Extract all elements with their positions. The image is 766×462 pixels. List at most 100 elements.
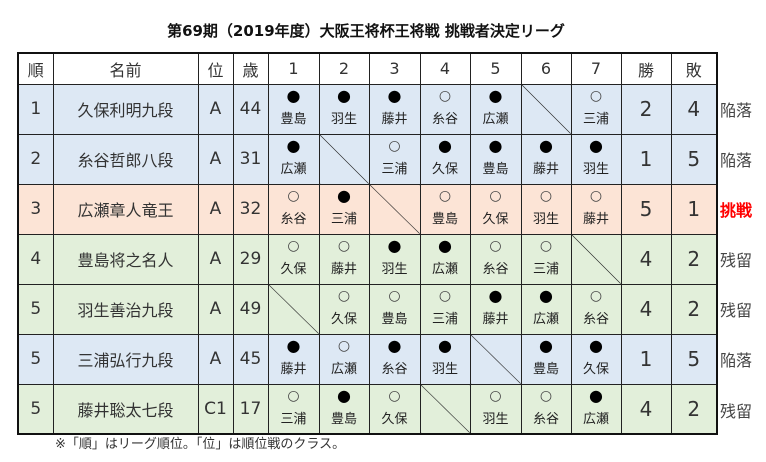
win-mark: ○ — [388, 138, 401, 154]
class-cell: A — [197, 133, 234, 185]
opponent-name: 糸谷 — [381, 362, 408, 377]
age-cell: 45 — [232, 333, 269, 385]
opponent-name: 羽生 — [482, 411, 509, 427]
opponent-name: 糸谷 — [582, 312, 609, 327]
loss-mark: ● — [589, 385, 603, 405]
result-label: 残留 — [720, 251, 753, 270]
win-mark: ○ — [287, 387, 300, 404]
rank-cell: 1 — [17, 83, 54, 135]
losses-cell: 2 — [670, 283, 718, 335]
opponent-name: 羽生 — [330, 112, 357, 127]
game-cell: ○ 豊島 — [368, 283, 421, 335]
win-mark: ○ — [337, 338, 351, 354]
opponent-name: 羽生 — [381, 262, 408, 277]
result-label: 挑戦 — [720, 201, 753, 220]
age-cell: 29 — [232, 233, 269, 285]
table-row: 5 羽生善治九段 A 49 ○ 久保 ○ 豊島 ○ 三浦 ● 藤井 ● 広瀬 ○ 糸谷 4 2 — [17, 283, 718, 335]
loss-mark: ● — [539, 136, 553, 155]
age-cell: 17 — [232, 383, 269, 435]
game-cell: ○ 久保 — [267, 233, 320, 285]
column-header: 1 — [267, 52, 320, 85]
table-row: 4 豊島将之名人 A 29 ○ 久保 ○ 藤井 ● 羽生 ● 広瀬 ○ 糸谷 ○ 三浦 4 2 — [17, 233, 718, 285]
opponent-name: 糸谷 — [431, 112, 458, 127]
losses-cell: 5 — [670, 133, 718, 185]
self-match-cell — [520, 83, 572, 135]
loss-mark: ● — [589, 336, 603, 355]
opponent-name: 羽生 — [532, 212, 559, 227]
opponent-name: 久保 — [280, 262, 307, 277]
game-cell: ○ 三浦 — [267, 383, 320, 435]
page-title: 第69期（2019年度）大阪王将杯王将戦 挑戦者決定リーグ — [167, 22, 565, 40]
result-label: 残留 — [720, 301, 753, 320]
loss-mark: ● — [337, 385, 351, 405]
losses-cell: 2 — [670, 383, 718, 435]
table-row: 3 広瀬章人竜王 A 32 ○ 糸谷 ● 三浦 ○ 豊島 ○ 久保 ○ 羽生 ○ 藤井 5 1 — [17, 183, 718, 235]
game-cell: ○ 藤井 — [570, 183, 622, 235]
table-row: 2 糸谷哲郎八段 A 31 ● 広瀬 ○ 三浦 ● 久保 ● 豊島 ● 藤井 ● 羽生 1 5 — [17, 133, 718, 185]
loss-mark: ● — [488, 136, 503, 155]
game-cell: ● 藤井 — [469, 283, 522, 335]
game-cell: ● 羽生 — [368, 233, 421, 285]
age-cell: 31 — [232, 133, 269, 185]
column-header: 勝 — [620, 52, 672, 85]
loss-mark: ● — [286, 86, 301, 105]
loss-mark: ● — [539, 336, 553, 355]
result-label: 陥落 — [720, 351, 753, 370]
game-cell: ● 久保 — [419, 133, 471, 185]
game-cell: ● 広瀬 — [520, 283, 572, 335]
column-header: 7 — [570, 52, 622, 85]
win-mark: ○ — [337, 288, 351, 304]
footnote: ※「順」はリーグ順位。「位」は順位戦のクラス。 — [55, 437, 346, 452]
game-cell: ● 藤井 — [368, 83, 421, 135]
class-cell: A — [197, 83, 234, 135]
loss-mark: ● — [387, 336, 402, 355]
column-header: 4 — [419, 52, 471, 85]
opponent-name: 藤井 — [330, 262, 357, 277]
loss-mark: ● — [387, 86, 402, 105]
class-cell: A — [197, 183, 234, 235]
rank-cell: 2 — [17, 133, 54, 185]
age-cell: 49 — [232, 283, 269, 335]
game-cell: ○ 羽生 — [520, 183, 572, 235]
loss-mark: ● — [286, 336, 301, 355]
win-mark: ○ — [438, 188, 452, 204]
game-cell: ● 豊島 — [469, 133, 522, 185]
win-mark: ○ — [287, 238, 300, 254]
opponent-name: 羽生 — [431, 362, 458, 377]
column-header: 敗 — [670, 52, 718, 85]
loss-mark: ● — [387, 236, 402, 255]
opponent-name: 広瀬 — [280, 162, 307, 177]
win-mark: ○ — [589, 188, 603, 204]
table-row: 5 三浦弘行九段 A 45 ● 藤井 ○ 広瀬 ● 糸谷 ● 羽生 ● 豊島 ● 久保 1 5 — [17, 333, 718, 385]
age-cell: 32 — [232, 183, 269, 235]
losses-cell: 2 — [670, 233, 718, 285]
opponent-name: 久保 — [482, 212, 509, 227]
game-cell: ○ 久保 — [469, 183, 522, 235]
opponent-name: 三浦 — [582, 112, 609, 127]
game-cell: ○ 糸谷 — [520, 383, 572, 435]
opponent-name: 三浦 — [431, 312, 458, 327]
game-cell: ● 豊島 — [267, 83, 320, 135]
opponent-name: 三浦 — [532, 262, 559, 277]
table-row: 1 久保利明九段 A 44 ● 豊島 ● 羽生 ● 藤井 ○ 糸谷 ● 広瀬 ○ 三浦 2 4 — [17, 83, 718, 135]
column-header: 2 — [318, 52, 370, 85]
game-cell: ● 藤井 — [267, 333, 320, 385]
column-header: 6 — [520, 52, 572, 85]
class-cell: C1 — [197, 383, 234, 435]
opponent-name: 久保 — [582, 362, 609, 377]
rank-cell: 5 — [17, 333, 54, 385]
game-cell: ○ 糸谷 — [267, 183, 320, 235]
win-mark: ○ — [539, 238, 553, 254]
game-cell: ○ 三浦 — [570, 83, 622, 135]
wins-cell: 5 — [620, 183, 672, 235]
win-mark: ○ — [589, 288, 603, 304]
self-match-cell — [570, 233, 622, 285]
loss-mark: ● — [539, 286, 553, 305]
game-cell: ● 羽生 — [419, 333, 471, 385]
opponent-name: 三浦 — [330, 212, 357, 227]
player-name: 藤井聡太七段 — [52, 383, 199, 435]
opponent-name: 羽生 — [582, 162, 609, 177]
loss-mark: ● — [438, 136, 452, 155]
win-mark: ○ — [539, 188, 553, 204]
game-cell: ○ 久保 — [318, 283, 370, 335]
